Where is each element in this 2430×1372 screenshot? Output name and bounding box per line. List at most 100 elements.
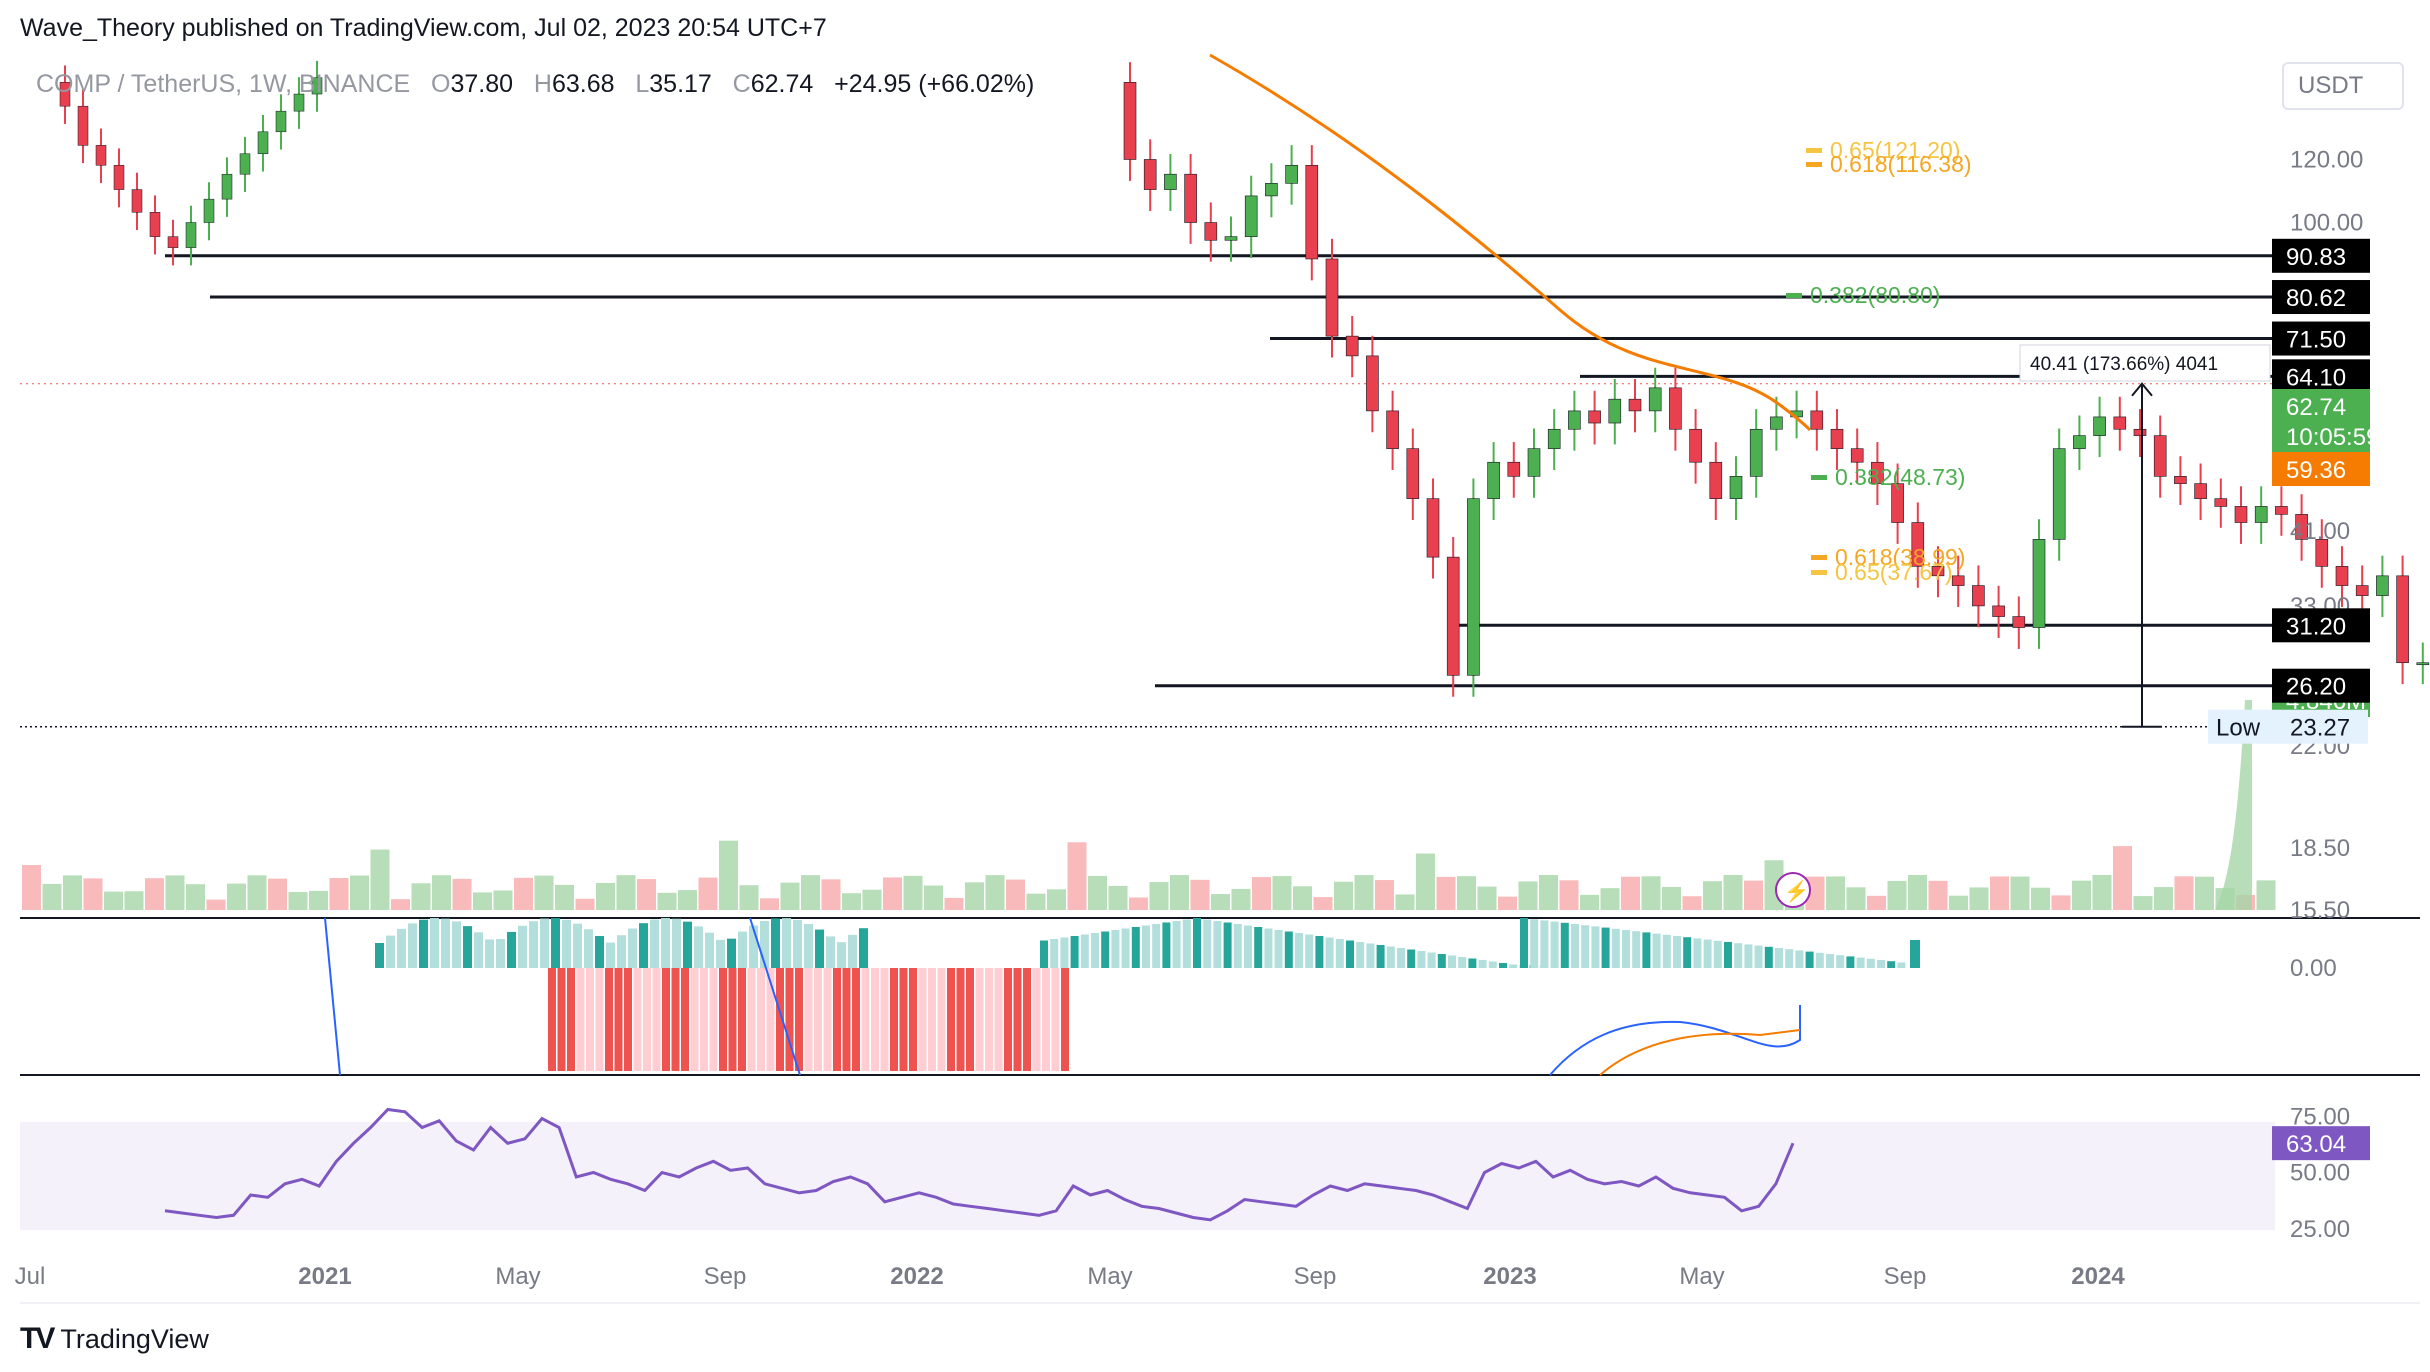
macd-bar [507, 931, 516, 968]
volume-bar [124, 891, 144, 910]
macd-bar [586, 968, 594, 1071]
ohlc-legend: COMP / TetherUS, 1W, BINANCE O37.80 H63.… [36, 70, 1034, 99]
rsi-axis-tick: 50.00 [2290, 1160, 2350, 1187]
volume-bar [186, 884, 205, 910]
tradingview-brand[interactable]: TV TradingView [20, 1322, 209, 1356]
macd-bar [1131, 927, 1140, 968]
price-label: 90.83 [2286, 244, 2346, 271]
macd-bar [386, 935, 395, 968]
symbol-name[interactable]: COMP / TetherUS, 1W, BINANCE [36, 70, 411, 98]
macd-bar [848, 934, 857, 968]
macd-bar [1652, 933, 1661, 968]
volume-bar [1108, 885, 1128, 910]
volume-bar [842, 893, 861, 910]
volume-bar [247, 875, 267, 910]
price-label-box [2272, 419, 2370, 453]
macd-bar [804, 968, 813, 1071]
candle-body [1911, 522, 1925, 567]
currency-button[interactable]: USDT [2282, 62, 2404, 110]
volume-bar [1928, 880, 1948, 910]
price-axis-tick: 41.00 [2290, 518, 2350, 545]
volume-bar [924, 885, 943, 910]
volume-bar [1867, 895, 1886, 910]
macd-bar [408, 923, 417, 968]
volume-bar [1826, 876, 1845, 910]
macd-bar [1335, 939, 1344, 968]
candle-body [2214, 498, 2228, 507]
macd-bar [727, 938, 736, 968]
macd-bar [463, 926, 472, 968]
candle-body [1547, 428, 1561, 449]
macd-bar [814, 968, 822, 1071]
volume-bar [1969, 887, 1989, 910]
fib-label: 0.65(37.67) [1835, 559, 1953, 585]
candle-body [1305, 164, 1319, 260]
macd-axis-tick: 0.00 [2290, 955, 2337, 982]
volume-bar [1887, 880, 1907, 910]
candle-body [1265, 183, 1278, 197]
candle-body [1992, 605, 2005, 617]
price-labels: 90.83 80.62 71.50 64.10 62.74 10:05:59 59.36 31… [1775, 238, 2379, 1161]
macd-bar [1274, 930, 1283, 968]
time-axis-tick: 2024 [2071, 1263, 2125, 1290]
macd-bar [628, 928, 637, 968]
price-label-box [2272, 668, 2370, 703]
low-label: Low [2216, 715, 2261, 742]
macd-bar [700, 968, 708, 1071]
volume-bars [22, 700, 2276, 910]
macd-bar [1448, 955, 1456, 968]
macd-bar [1642, 932, 1651, 968]
volume-bar [2072, 880, 2091, 910]
candle-body [1891, 483, 1904, 523]
macd-bar [614, 968, 623, 1071]
macd-bar [1520, 918, 1528, 968]
volume-bar [1047, 889, 1066, 910]
low-value: 35.17 [649, 70, 712, 98]
macd-bar [1785, 949, 1794, 968]
candle-body [2073, 435, 2086, 449]
price-axis-tick: 15.50 [2290, 897, 2350, 924]
volume-bar [1313, 897, 1333, 910]
price-label-box [2272, 608, 2370, 643]
low-value: 23.27 [2290, 715, 2350, 742]
macd-bar [1836, 955, 1845, 968]
rsi-band [20, 1122, 2275, 1230]
macd-bar [956, 968, 965, 1071]
macd-bar [683, 921, 692, 968]
volume-bar [534, 875, 554, 910]
volume-bar [801, 875, 820, 910]
time-axis-tick: May [1679, 1263, 1724, 1290]
price-label: 62.74 [2286, 394, 2346, 421]
volume-bar [493, 890, 513, 910]
candle-body [1467, 498, 1480, 676]
candle-body [131, 189, 143, 213]
macd-bar [1080, 934, 1089, 968]
macd-bar [1264, 928, 1273, 968]
measure-label: 40.41 (173.66%) 4041 [2030, 354, 2218, 375]
macd-bar [1764, 946, 1773, 968]
candle-body [1345, 335, 1359, 357]
macd-bar [639, 923, 648, 968]
volume-bar [1293, 886, 1312, 910]
time-axis-tick: Jul [15, 1263, 46, 1290]
candle-body [2376, 575, 2389, 596]
volume-bar [1621, 876, 1640, 910]
macd-bar [1013, 968, 1022, 1071]
lightning-icon [1775, 872, 1811, 908]
macd-bar [776, 968, 784, 1071]
candle-body [1204, 222, 1218, 241]
axes: 120.00100.0041.0033.0022.0018.5015.500.0… [15, 146, 2364, 1290]
volume-bar [903, 875, 923, 910]
volume-bar [206, 899, 226, 910]
volume-bar [432, 875, 451, 910]
price-label: 26.20 [2286, 674, 2346, 701]
volume-bar [575, 898, 595, 910]
macd-bar [540, 918, 549, 968]
macd-bar [643, 968, 651, 1071]
macd-bar [705, 932, 714, 968]
macd-bar [833, 968, 841, 1071]
candle-body [1184, 173, 1197, 223]
volume-bar [1436, 876, 1456, 910]
volume-bar [1498, 896, 1517, 910]
candle-body [1709, 461, 1723, 499]
